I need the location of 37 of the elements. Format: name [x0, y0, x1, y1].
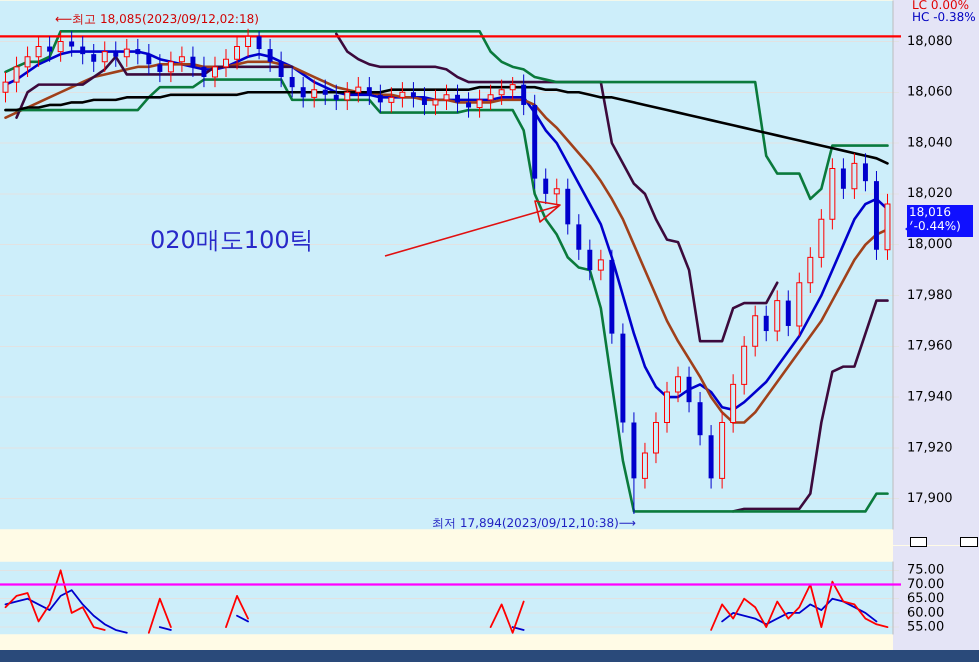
candlestick: [521, 74, 526, 116]
candlestick: [290, 66, 295, 98]
candlestick: [587, 239, 592, 281]
y-tick-label: 18,040: [907, 135, 952, 150]
candlestick: [422, 86, 427, 116]
y-tick-label: 17,980: [907, 288, 952, 303]
candlestick: [322, 79, 328, 106]
candlestick: [764, 305, 769, 342]
candlestick: [840, 158, 846, 200]
text: LC 0.00%: [912, 0, 969, 12]
candlestick: [410, 82, 416, 108]
candlestick: [466, 92, 472, 118]
y-tick-label: 75.00: [907, 562, 944, 578]
y-tick-label: 65.00: [907, 591, 944, 606]
candlestick: [300, 76, 306, 108]
y-tick-label: 70.00: [907, 576, 944, 592]
candlestick: [378, 84, 383, 114]
y-tick-label: 60.00: [907, 605, 944, 620]
y-tick-label: 55.00: [907, 619, 944, 634]
y-tick-label: 18,000: [907, 237, 952, 252]
annotation: 020매도100틱: [150, 226, 314, 254]
candlestick: [862, 152, 868, 192]
candlestick: [366, 76, 372, 106]
candlestick: [455, 84, 460, 114]
text: HC -0.38%: [912, 10, 976, 24]
candlestick: [201, 56, 206, 88]
y-tick-label: 17,960: [907, 338, 952, 354]
y-tick-label: 17,900: [907, 491, 952, 506]
candlestick: [543, 168, 548, 205]
y-tick-label: 17,920: [907, 440, 952, 456]
candlestick: [157, 54, 162, 83]
y-tick-label: 17,940: [907, 389, 952, 404]
y-tick-label: 18,080: [907, 34, 952, 49]
y-tick-label: 18,020: [907, 186, 952, 202]
annotation: 최저 17,894(2023/09/12,10:38)⟶: [432, 516, 636, 530]
y-tick-label: 18,060: [907, 84, 952, 100]
annotation: ⟵최고 18,085(2023/09/12,02:18): [55, 12, 259, 26]
